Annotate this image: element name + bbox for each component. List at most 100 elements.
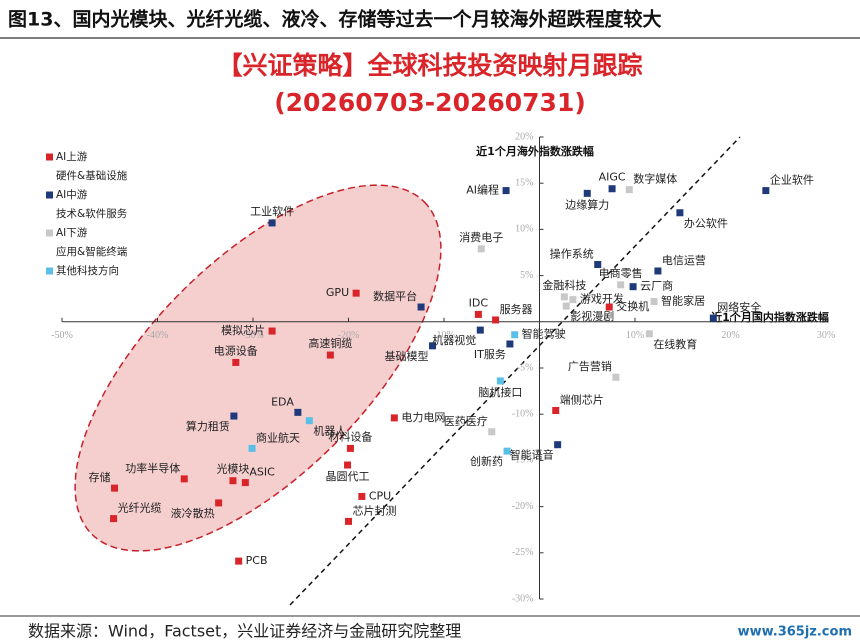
point (235, 557, 243, 565)
diagonal-reference (289, 136, 741, 606)
y-tick-label: 5% (520, 270, 533, 281)
point-label: PCB (246, 554, 268, 567)
point-label: 数字媒体 (633, 172, 677, 186)
point-label: 电信运营 (662, 253, 706, 267)
point (305, 417, 313, 425)
point (625, 186, 633, 194)
point-label: 端侧芯片 (560, 393, 604, 407)
y-tick-label: 20% (515, 131, 533, 142)
point (268, 327, 276, 335)
point-label: ASIC (249, 466, 275, 479)
point (617, 281, 625, 289)
point-label: 脑机接口 (478, 385, 522, 399)
point-label: 智能语音 (510, 448, 554, 462)
x-tick-label: -20% (338, 330, 360, 341)
point (476, 326, 484, 334)
x-tick-label: -50% (51, 330, 73, 341)
source: 数据来源：Wind，Factset，兴业证券经济与金融研究院整理 (28, 622, 461, 641)
chart-title: 【兴证策略】全球科技投资映射月跟踪 (217, 51, 642, 80)
legend-swatch (46, 267, 53, 275)
point-label: 芯片封测 (353, 503, 397, 517)
y-tick-label: 15% (515, 177, 533, 188)
point (629, 283, 637, 291)
legend-label: AI下游 (56, 226, 88, 239)
point-label: 机器人 (313, 424, 346, 438)
point (496, 377, 504, 385)
point-label: 企业软件 (770, 173, 814, 187)
point-label: 工业软件 (250, 204, 294, 218)
point (503, 447, 511, 455)
legend-label: AI上游 (56, 150, 88, 163)
point (180, 475, 188, 483)
point (294, 408, 302, 416)
x-tick-label: -30% (242, 330, 264, 341)
point-label: 电商零售 (599, 266, 643, 280)
point (650, 297, 658, 305)
y-tick-label: -5% (517, 362, 534, 373)
point-label: 智能驾驶 (522, 327, 566, 341)
y-tick-label: 10% (515, 224, 533, 235)
x-tick-label: -40% (147, 330, 169, 341)
y-tick-label: -30% (512, 593, 534, 604)
point (229, 477, 237, 485)
point-label: 创新药 (470, 454, 503, 468)
point (554, 441, 562, 449)
point (474, 310, 482, 318)
point-label: EDA (271, 395, 294, 408)
legend-swatch (46, 153, 53, 161)
point (594, 261, 602, 269)
point-label: 商业航天 (256, 430, 300, 444)
point-label: 功率半导体 (125, 461, 180, 475)
point (110, 515, 118, 523)
point-label: 数据平台 (373, 289, 417, 303)
point-label: 模拟芯片 (221, 323, 265, 337)
point (645, 330, 653, 338)
point (552, 407, 560, 415)
point-label: 智能家居 (661, 293, 705, 307)
point (390, 414, 398, 422)
point (569, 296, 577, 304)
point-label: 机器视觉 (432, 333, 476, 347)
y-tick-label: -15% (512, 455, 534, 466)
point-label: 电源设备 (214, 343, 258, 357)
point-label: 基础模型 (385, 349, 429, 363)
point-label: 医药医疗 (444, 414, 488, 428)
point-label: 操作系统 (550, 247, 594, 261)
legend-label: 其他科技方向 (56, 264, 119, 277)
point-label: 高速铜缆 (308, 336, 352, 350)
point (605, 303, 613, 311)
point-label: AIGC (599, 171, 626, 184)
point (502, 187, 510, 195)
point (326, 351, 334, 359)
legend-swatch (46, 191, 53, 199)
highlight-ellipse (74, 184, 442, 552)
point-label: 在线教育 (653, 337, 697, 351)
point-label: 算力租赁 (186, 419, 230, 433)
point-label: 办公软件 (684, 216, 728, 230)
caption: 图13、国内光模块、光纤光缆、液冷、存储等过去一个月较海外超跌程度较大 (8, 8, 661, 31)
x-tick-label: 10% (626, 330, 644, 341)
point (230, 412, 238, 420)
point (511, 331, 519, 339)
point (215, 499, 223, 507)
y-tick-label: -25% (512, 547, 534, 558)
x-tick-label: -10% (433, 330, 455, 341)
point-label: 光模块 (216, 462, 249, 476)
x-axis-label: 近1个月国内指数涨跌幅 (711, 310, 829, 324)
point (241, 479, 249, 487)
point (417, 303, 425, 311)
point (492, 316, 500, 324)
legend-desc: 应用&智能终端 (56, 245, 128, 258)
point (477, 245, 485, 253)
watermark: www.365jz.com (738, 625, 852, 640)
point-label: 材料设备 (328, 429, 372, 443)
point (612, 373, 620, 381)
point-label: 广告营销 (568, 359, 612, 373)
chart-subtitle: (20260703-20260731) (274, 88, 586, 117)
point (709, 314, 717, 322)
point-label: 金融科技 (542, 278, 586, 292)
point (346, 444, 354, 452)
point (268, 219, 276, 227)
legend-swatch (46, 229, 53, 237)
